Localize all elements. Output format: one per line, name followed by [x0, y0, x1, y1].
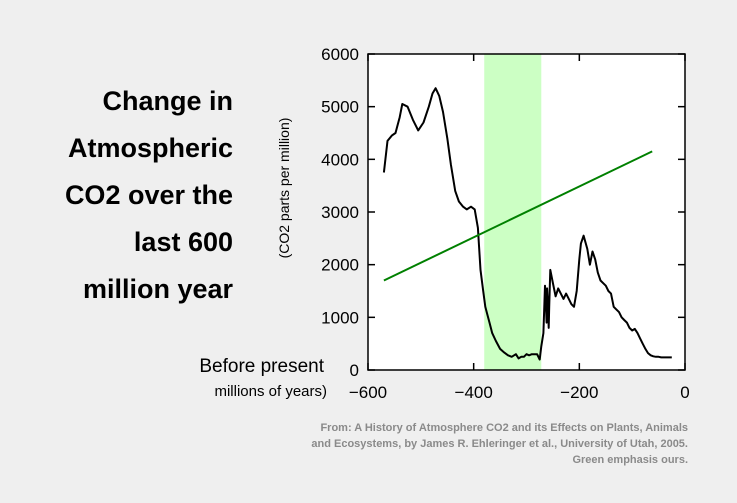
title-line: last 600	[133, 227, 233, 257]
y-tick-label: 4000	[321, 150, 359, 169]
x-tick-label: −200	[560, 383, 598, 402]
x-tick-label: −600	[349, 383, 387, 402]
trend-line	[383, 150, 653, 282]
co2-series-line	[382, 87, 672, 361]
y-tick-label: 6000	[321, 45, 359, 64]
title-line: Atmospheric	[67, 133, 233, 163]
x-tick-label: −400	[455, 383, 493, 402]
chart-title: Change in Atmospheric CO2 over the last …	[3, 78, 233, 313]
source-citation: From: A History of Atmosphere CO2 and it…	[311, 422, 688, 466]
y-tick-label: 1000	[321, 308, 359, 327]
title-line: CO2 over the	[64, 180, 233, 210]
y-tick-label: 0	[350, 361, 359, 380]
x-tick-label: 0	[680, 383, 689, 402]
x-axis-label-line1: Before present	[199, 356, 324, 377]
y-tick-label: 2000	[321, 256, 359, 275]
title-line: Change in	[102, 86, 233, 116]
highlight-band	[484, 54, 542, 370]
y-tick-label: 3000	[321, 203, 359, 222]
x-axis-label-line2: millions of years)	[214, 383, 327, 400]
title-line: million year	[82, 274, 233, 304]
y-tick-label: 5000	[321, 98, 359, 117]
